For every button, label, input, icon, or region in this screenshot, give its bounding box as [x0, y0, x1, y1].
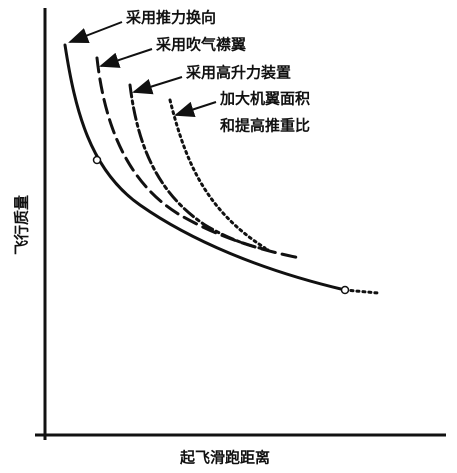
- arrow: [174, 101, 217, 118]
- curve-label: 和提高推重比: [220, 117, 310, 135]
- arrow: [68, 21, 123, 44]
- arrow: [99, 48, 153, 68]
- curve-wing-area: [168, 98, 267, 250]
- curve-blown-flap: [95, 56, 302, 260]
- point: [340, 285, 350, 295]
- curve-label: 采用高升力装置: [185, 64, 291, 82]
- curve-high-lift: [128, 83, 270, 252]
- curve-label: 采用吹气襟翼: [155, 36, 246, 54]
- curve-label: 采用推力换向: [125, 9, 216, 27]
- y-axis-label: 飞行质量: [13, 195, 31, 255]
- curve-label: 加大机翼面积: [219, 90, 310, 108]
- curve-thrust-reversal: [63, 43, 347, 292]
- point: [92, 155, 102, 165]
- curve-tail: [343, 288, 380, 295]
- arrow: [132, 76, 183, 95]
- x-axis-label: 起飞滑跑距离: [179, 449, 270, 467]
